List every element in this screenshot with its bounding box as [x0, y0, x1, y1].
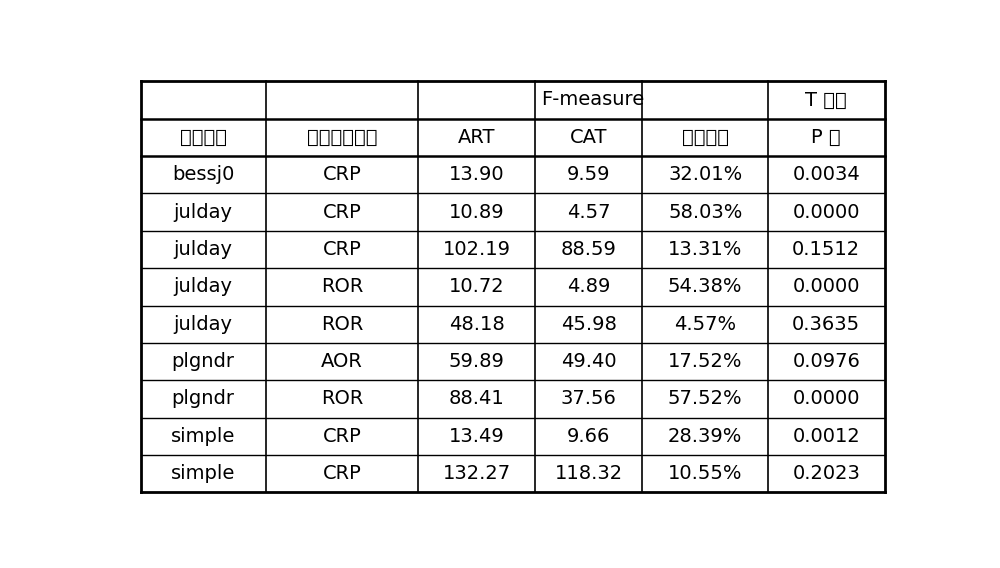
- Text: 4.89: 4.89: [567, 277, 610, 296]
- Text: 54.38%: 54.38%: [668, 277, 742, 296]
- Text: 13.49: 13.49: [449, 427, 505, 446]
- Text: 10.55%: 10.55%: [668, 464, 742, 483]
- Text: 132.27: 132.27: [443, 464, 511, 483]
- Text: 13.31%: 13.31%: [668, 240, 742, 259]
- Text: 9.66: 9.66: [567, 427, 610, 446]
- Text: 13.90: 13.90: [449, 165, 504, 184]
- Text: 49.40: 49.40: [561, 352, 617, 371]
- Text: 0.3635: 0.3635: [792, 315, 860, 334]
- Text: simple: simple: [171, 427, 235, 446]
- Text: 0.0976: 0.0976: [792, 352, 860, 371]
- Text: AOR: AOR: [321, 352, 363, 371]
- Text: CRP: CRP: [323, 464, 362, 483]
- Text: 提升效果: 提升效果: [682, 128, 729, 147]
- Text: 58.03%: 58.03%: [668, 203, 742, 222]
- Text: 45.98: 45.98: [561, 315, 617, 334]
- Text: 88.59: 88.59: [561, 240, 617, 259]
- Text: julday: julday: [174, 240, 233, 259]
- Text: simple: simple: [171, 464, 235, 483]
- Text: julday: julday: [174, 315, 233, 334]
- Text: 4.57: 4.57: [567, 203, 610, 222]
- Text: 0.1512: 0.1512: [792, 240, 860, 259]
- Text: 88.41: 88.41: [449, 390, 505, 408]
- Text: julday: julday: [174, 203, 233, 222]
- Text: 0.0000: 0.0000: [792, 203, 860, 222]
- Text: plgndr: plgndr: [172, 390, 235, 408]
- Text: bessj0: bessj0: [172, 165, 234, 184]
- Text: ROR: ROR: [321, 390, 363, 408]
- Text: julday: julday: [174, 277, 233, 296]
- Text: CAT: CAT: [570, 128, 607, 147]
- Text: CRP: CRP: [323, 203, 362, 222]
- Text: 0.0034: 0.0034: [792, 165, 860, 184]
- Text: T 检验: T 检验: [805, 90, 847, 110]
- Text: ART: ART: [458, 128, 495, 147]
- Text: 10.72: 10.72: [449, 277, 504, 296]
- Text: 28.39%: 28.39%: [668, 427, 742, 446]
- Text: 0.0000: 0.0000: [792, 390, 860, 408]
- Text: ROR: ROR: [321, 315, 363, 334]
- Text: P 値: P 値: [811, 128, 841, 147]
- Text: CRP: CRP: [323, 427, 362, 446]
- Text: 57.52%: 57.52%: [668, 390, 743, 408]
- Text: CRP: CRP: [323, 240, 362, 259]
- Text: 102.19: 102.19: [443, 240, 511, 259]
- Text: 37.56: 37.56: [561, 390, 617, 408]
- Text: 错误引入方法: 错误引入方法: [307, 128, 377, 147]
- Text: 程序名称: 程序名称: [180, 128, 227, 147]
- Text: 0.0012: 0.0012: [792, 427, 860, 446]
- Text: ROR: ROR: [321, 277, 363, 296]
- Text: F-measure: F-measure: [542, 90, 645, 110]
- Text: 48.18: 48.18: [449, 315, 505, 334]
- Text: plgndr: plgndr: [172, 352, 235, 371]
- Text: 59.89: 59.89: [449, 352, 505, 371]
- Text: 0.0000: 0.0000: [792, 277, 860, 296]
- Text: 4.57%: 4.57%: [674, 315, 736, 334]
- Text: 17.52%: 17.52%: [668, 352, 742, 371]
- Text: 9.59: 9.59: [567, 165, 610, 184]
- Text: 118.32: 118.32: [555, 464, 623, 483]
- Text: 10.89: 10.89: [449, 203, 504, 222]
- Text: CRP: CRP: [323, 165, 362, 184]
- Text: 0.2023: 0.2023: [792, 464, 860, 483]
- Text: 32.01%: 32.01%: [668, 165, 742, 184]
